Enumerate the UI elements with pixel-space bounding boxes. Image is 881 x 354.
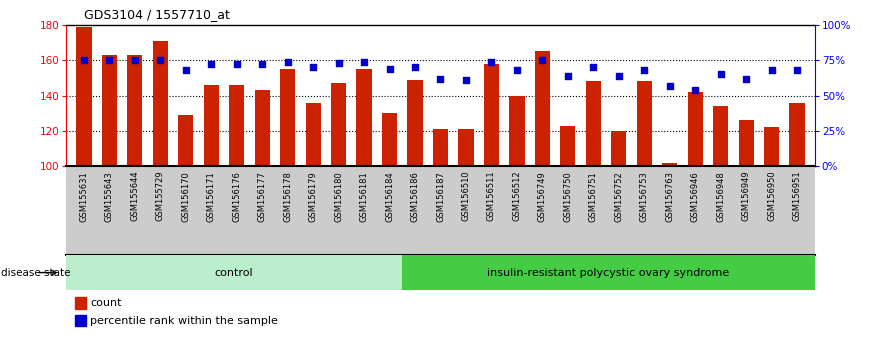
Bar [560,126,575,166]
Text: GSM156181: GSM156181 [359,171,368,222]
Point [688,87,702,93]
Bar [127,55,143,166]
Bar [280,69,295,166]
Text: GSM156751: GSM156751 [589,171,598,222]
Point [663,83,677,88]
Text: GSM156186: GSM156186 [411,171,419,222]
Point [102,57,116,63]
Bar [663,163,677,166]
Bar [75,297,86,309]
Text: GSM156763: GSM156763 [665,171,674,222]
Text: GSM155643: GSM155643 [105,171,114,222]
Point [204,62,218,67]
Point [714,72,728,77]
Point [765,67,779,73]
Text: control: control [215,268,253,278]
Point [536,57,550,63]
Bar [637,81,652,166]
Point [179,67,193,73]
Point [331,60,345,66]
Text: GSM156750: GSM156750 [563,171,573,222]
Text: GSM156180: GSM156180 [334,171,343,222]
Point [128,57,142,63]
Text: GSM156948: GSM156948 [716,171,725,222]
Bar [152,41,168,166]
Bar [738,120,754,166]
Text: GSM156179: GSM156179 [308,171,318,222]
Point [485,59,499,64]
Bar [484,64,499,166]
Point [408,64,422,70]
Point [561,73,575,79]
Text: GSM156176: GSM156176 [233,171,241,222]
Text: GSM156170: GSM156170 [181,171,190,222]
Text: GSM156187: GSM156187 [436,171,445,222]
Text: insulin-resistant polycystic ovary syndrome: insulin-resistant polycystic ovary syndr… [487,268,729,278]
Text: GSM156510: GSM156510 [462,171,470,222]
Point [433,76,448,81]
Bar [764,127,780,166]
Text: GSM156177: GSM156177 [258,171,267,222]
Bar [306,103,321,166]
Text: GSM156951: GSM156951 [793,171,802,222]
Bar [77,27,92,166]
Bar [789,103,804,166]
Point [611,73,626,79]
Text: GSM156749: GSM156749 [538,171,547,222]
Bar [101,55,117,166]
Point [357,59,371,64]
Bar [687,92,703,166]
Text: GSM155729: GSM155729 [156,171,165,222]
Point [510,67,524,73]
Bar [75,315,86,326]
Text: GSM156171: GSM156171 [207,171,216,222]
Bar [611,131,626,166]
Bar [535,51,550,166]
Text: count: count [90,298,122,308]
Bar [357,69,372,166]
Text: GSM156753: GSM156753 [640,171,648,222]
Text: disease state: disease state [1,268,70,278]
Bar [229,85,244,166]
Text: GSM155631: GSM155631 [79,171,88,222]
Point [230,62,244,67]
Bar [586,81,601,166]
Point [281,59,295,64]
Bar [255,90,270,166]
Point [459,77,473,83]
Text: percentile rank within the sample: percentile rank within the sample [90,316,278,326]
Point [153,57,167,63]
Text: GSM155644: GSM155644 [130,171,139,222]
Text: GSM156752: GSM156752 [614,171,623,222]
Text: GSM156949: GSM156949 [742,171,751,222]
Bar [407,80,423,166]
Point [637,67,651,73]
Text: GSM156184: GSM156184 [385,171,394,222]
Point [586,64,600,70]
Point [255,62,270,67]
Text: GDS3104 / 1557710_at: GDS3104 / 1557710_at [84,8,230,21]
Bar [178,115,194,166]
Point [739,76,753,81]
Text: GSM156946: GSM156946 [691,171,700,222]
Bar [382,113,397,166]
Text: GSM156512: GSM156512 [513,171,522,222]
Bar [204,85,218,166]
Point [790,67,804,73]
Text: GSM156178: GSM156178 [283,171,292,222]
Point [77,57,91,63]
Text: GSM156950: GSM156950 [767,171,776,222]
Bar [713,106,729,166]
Bar [331,83,346,166]
Text: GSM156511: GSM156511 [487,171,496,222]
Point [382,66,396,72]
Bar [509,96,524,166]
Bar [458,129,474,166]
Bar [433,129,448,166]
Point [306,64,320,70]
